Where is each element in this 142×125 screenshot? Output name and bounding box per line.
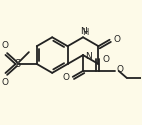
Text: O: O <box>114 35 121 44</box>
Text: O: O <box>103 54 110 64</box>
Text: N: N <box>85 52 92 61</box>
Text: N: N <box>80 27 86 36</box>
Text: S: S <box>14 59 20 69</box>
Text: O: O <box>63 73 70 82</box>
Text: O: O <box>2 41 9 50</box>
Text: O: O <box>117 65 124 74</box>
Text: O: O <box>2 78 9 87</box>
Text: H: H <box>82 28 88 37</box>
